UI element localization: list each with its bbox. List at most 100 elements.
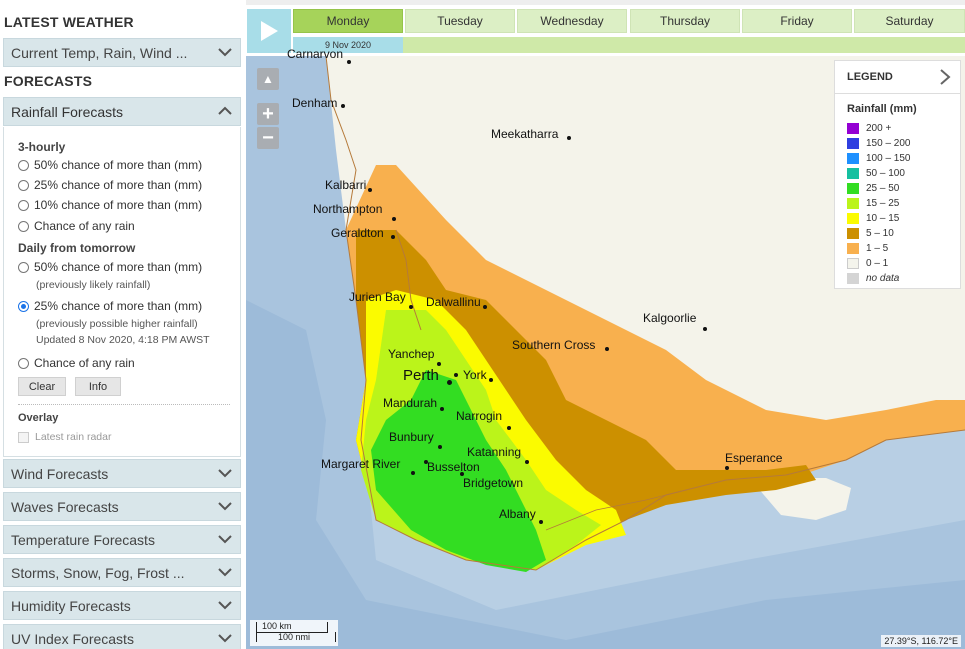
checkbox-label: Latest rain radar — [35, 431, 112, 443]
selected-date: 9 Nov 2020 — [293, 37, 403, 53]
scale-nmi-bar — [256, 632, 336, 642]
radio-icon — [18, 220, 29, 232]
radio-label: 50% chance of more than (mm) — [34, 158, 203, 172]
legend-swatch — [847, 137, 859, 149]
scale-nmi-label: 100 nmi — [278, 632, 311, 642]
legend-label: 1 – 5 — [866, 242, 889, 254]
storms-forecasts-item[interactable]: Storms, Snow, Fog, Frost ... — [3, 558, 241, 587]
legend-label: 100 – 150 — [866, 152, 911, 164]
legend-item: 200 + — [847, 121, 891, 135]
place-label: Katanning — [467, 445, 522, 459]
scale-km-label: 100 km — [262, 621, 292, 631]
place-dot — [424, 460, 428, 464]
place-label: York — [463, 368, 487, 382]
legend-label: 50 – 100 — [866, 167, 905, 179]
radio-3h-10[interactable]: 10% chance of more than (mm) — [18, 198, 202, 212]
legend-item: 15 – 25 — [847, 196, 899, 210]
legend-swatch — [847, 197, 859, 209]
place-dot — [341, 104, 345, 108]
place-dot — [460, 472, 464, 476]
rainfall-forecasts-item[interactable]: Rainfall Forecasts — [3, 97, 241, 126]
place-dot — [605, 347, 609, 351]
zoom-in-button[interactable]: + — [257, 103, 279, 125]
temperature-forecasts-item[interactable]: Temperature Forecasts — [3, 525, 241, 554]
waves-forecasts-item[interactable]: Waves Forecasts — [3, 492, 241, 521]
humidity-forecasts-item[interactable]: Humidity Forecasts — [3, 591, 241, 620]
place-label: Denham — [292, 96, 338, 110]
australia-view-icon[interactable]: ▲ — [257, 68, 279, 90]
chevron-down-icon — [218, 469, 232, 478]
legend-swatch — [847, 227, 859, 239]
place-dot — [368, 188, 372, 192]
place-dot — [409, 305, 413, 309]
place-label: Albany — [499, 507, 536, 521]
updated-timestamp: Updated 8 Nov 2020, 4:18 PM AWST — [36, 334, 210, 346]
place-label: Kalgoorlie — [643, 311, 697, 325]
place-label: Southern Cross — [512, 338, 596, 352]
zoom-out-button[interactable]: − — [257, 127, 279, 149]
legend-item: 25 – 50 — [847, 181, 899, 195]
radio-3h-any[interactable]: Chance of any rain — [18, 219, 135, 233]
radio-daily-50[interactable]: 50% chance of more than (mm) — [18, 260, 202, 274]
place-dot — [454, 373, 458, 377]
place-dot — [525, 460, 529, 464]
radio-daily-25-note: (previously possible higher rainfall) — [36, 318, 198, 330]
rain-radar-checkbox[interactable]: Latest rain radar — [18, 431, 111, 443]
forecasts-heading: FORECASTS — [4, 73, 93, 89]
legend-title: Rainfall (mm) — [847, 103, 917, 115]
accordion-label: Wind Forecasts — [11, 465, 109, 482]
sidebar: LATEST WEATHER Current Temp, Rain, Wind … — [0, 0, 244, 649]
legend-item: 1 – 5 — [847, 241, 888, 255]
place-dot — [489, 378, 493, 382]
wind-forecasts-item[interactable]: Wind Forecasts — [3, 459, 241, 488]
info-button[interactable]: Info — [75, 377, 121, 396]
legend-swatch — [847, 242, 859, 254]
place-label: Mandurah — [383, 396, 438, 410]
place-dot — [567, 136, 571, 140]
day-tab-monday[interactable]: Monday — [293, 9, 403, 33]
place-dot — [507, 426, 511, 430]
day-tab-saturday[interactable]: Saturday — [854, 9, 965, 33]
place-label: Narrogin — [456, 409, 503, 423]
legend-label: 25 – 50 — [866, 182, 900, 194]
legend-item: 0 – 1 — [847, 256, 888, 270]
radio-daily-any[interactable]: Chance of any rain — [18, 356, 135, 370]
radio-3h-50[interactable]: 50% chance of more than (mm) — [18, 158, 202, 172]
day-tab-thursday[interactable]: Thursday — [630, 9, 740, 33]
current-conditions-item[interactable]: Current Temp, Rain, Wind ... — [3, 38, 241, 67]
legend-item: 10 – 15 — [847, 211, 899, 225]
legend-swatch — [847, 212, 859, 224]
legend-header-label: LEGEND — [847, 71, 893, 83]
play-button[interactable] — [247, 9, 291, 53]
clear-button[interactable]: Clear — [18, 377, 66, 396]
place-dot — [347, 60, 351, 64]
place-label-capital: Perth — [403, 367, 439, 384]
legend-item: 150 – 200 — [847, 136, 911, 150]
accordion-label: Waves Forecasts — [11, 498, 119, 515]
overlay-heading: Overlay — [18, 412, 59, 424]
day-tab-tuesday[interactable]: Tuesday — [405, 9, 515, 33]
date-track[interactable] — [293, 37, 965, 53]
place-label: Northampton — [313, 202, 383, 216]
place-label: Bridgetown — [463, 476, 524, 490]
place-label: Jurien Bay — [349, 290, 406, 304]
radio-3h-25[interactable]: 25% chance of more than (mm) — [18, 178, 202, 192]
day-tab-friday[interactable]: Friday — [742, 9, 852, 33]
legend-header[interactable]: LEGEND — [835, 61, 960, 94]
accordion-label: Temperature Forecasts — [11, 531, 155, 548]
legend-item: 50 – 100 — [847, 166, 905, 180]
toolbar-strip — [246, 0, 965, 5]
legend-label: 10 – 15 — [866, 212, 900, 224]
place-dot — [447, 380, 452, 385]
legend-swatch — [847, 152, 859, 164]
place-dot — [725, 466, 729, 470]
day-tab-wednesday[interactable]: Wednesday — [517, 9, 627, 33]
current-conditions-label: Current Temp, Rain, Wind ... — [11, 44, 188, 61]
place-dot — [438, 445, 442, 449]
place-dot — [483, 305, 487, 309]
accordion-label: UV Index Forecasts — [11, 630, 134, 647]
radio-daily-25[interactable]: 25% chance of more than (mm) — [18, 299, 202, 313]
chevron-down-icon — [218, 568, 232, 577]
uv-index-forecasts-item[interactable]: UV Index Forecasts — [3, 624, 241, 649]
place-label: Yanchep — [388, 347, 435, 361]
